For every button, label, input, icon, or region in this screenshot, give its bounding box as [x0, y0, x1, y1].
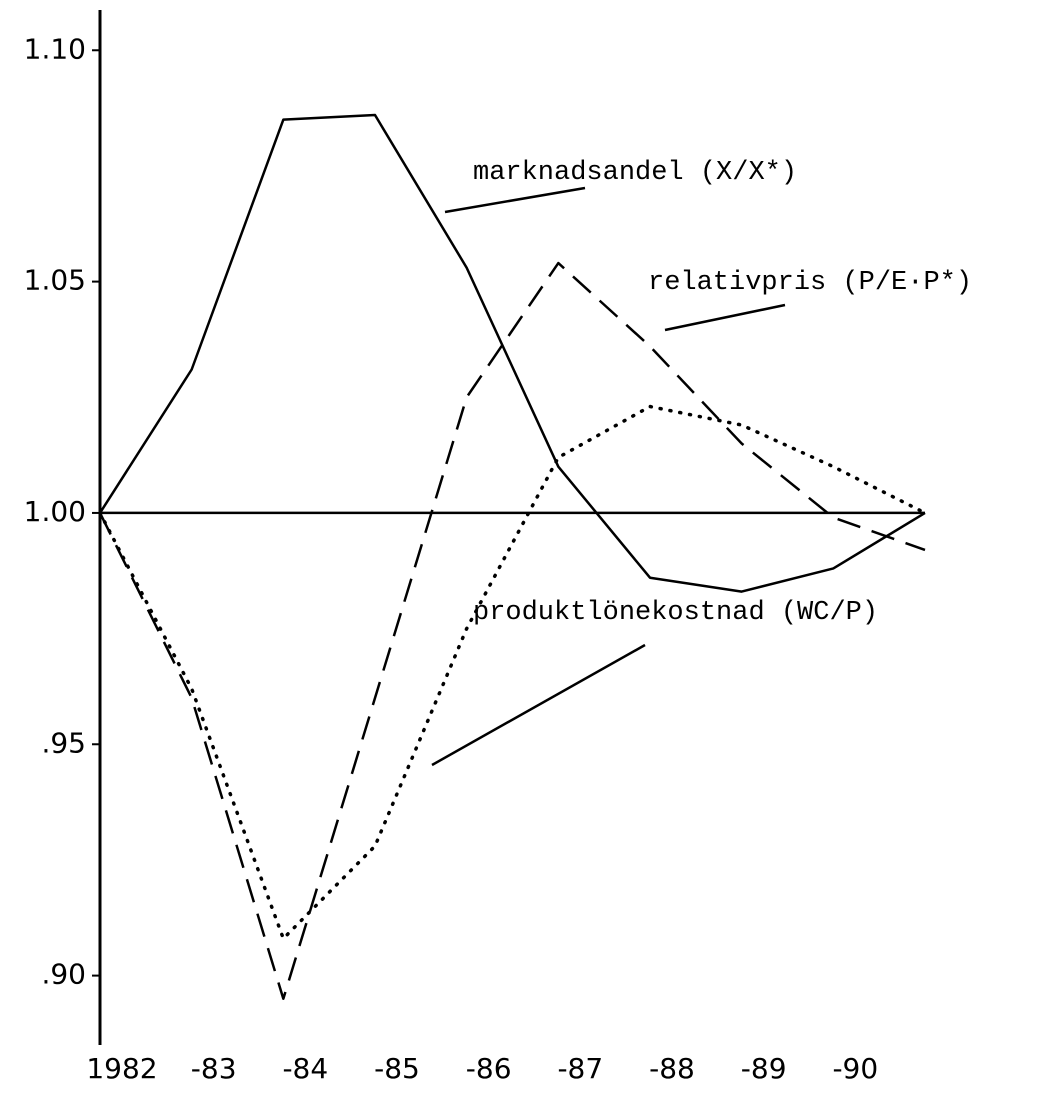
x-tick-label: -84: [282, 1052, 328, 1085]
x-tick-label: -83: [191, 1052, 237, 1085]
x-tick-label: -89: [741, 1052, 787, 1085]
x-tick-label: -86: [466, 1052, 512, 1085]
series-label: marknadsandel (X/X*): [473, 158, 797, 188]
y-tick-label: 1.05: [24, 264, 86, 297]
leader-line: [664, 303, 786, 332]
x-tick-label: -85: [374, 1052, 420, 1085]
leader-line: [431, 643, 646, 767]
series-line: [98, 261, 926, 1000]
x-tick-label: -88: [649, 1052, 695, 1085]
y-tick-label: .95: [41, 726, 86, 759]
series-label: produktlönekostnad (WC/P): [473, 598, 878, 628]
y-tick-label: 1.10: [24, 32, 86, 65]
x-tick-label: -87: [557, 1052, 603, 1085]
series-line: [98, 404, 927, 941]
x-tick-label: 1982: [86, 1052, 157, 1085]
y-tick-label: .90: [41, 958, 86, 991]
series-label: relativpris (P/E·P*): [648, 268, 972, 298]
series-line: [98, 113, 926, 593]
y-tick-label: 1.00: [24, 495, 86, 528]
x-tick-label: -90: [832, 1052, 878, 1085]
leader-line: [444, 186, 586, 214]
